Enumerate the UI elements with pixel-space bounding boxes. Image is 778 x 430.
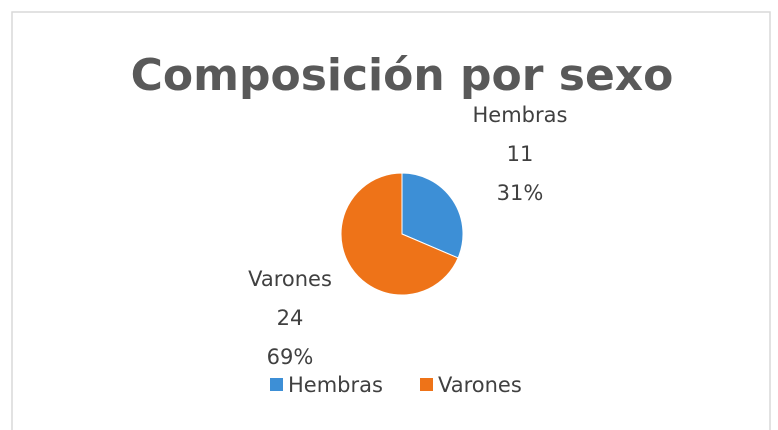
legend-label: Hembras (288, 373, 383, 397)
legend-swatch (270, 378, 283, 391)
chart-title: Composición por sexo (131, 50, 674, 101)
data-label-name: Varones (248, 267, 332, 291)
data-label-percent: 31% (497, 181, 544, 205)
pie-slice (340, 172, 459, 296)
data-label-name: Hembras (473, 103, 568, 127)
legend-label: Varones (438, 373, 522, 397)
data-label-percent: 69% (267, 345, 314, 369)
data-label-value: 11 (507, 142, 534, 166)
legend-swatch (420, 378, 433, 391)
pie-slice (401, 172, 464, 259)
data-label-value: 24 (277, 306, 304, 330)
